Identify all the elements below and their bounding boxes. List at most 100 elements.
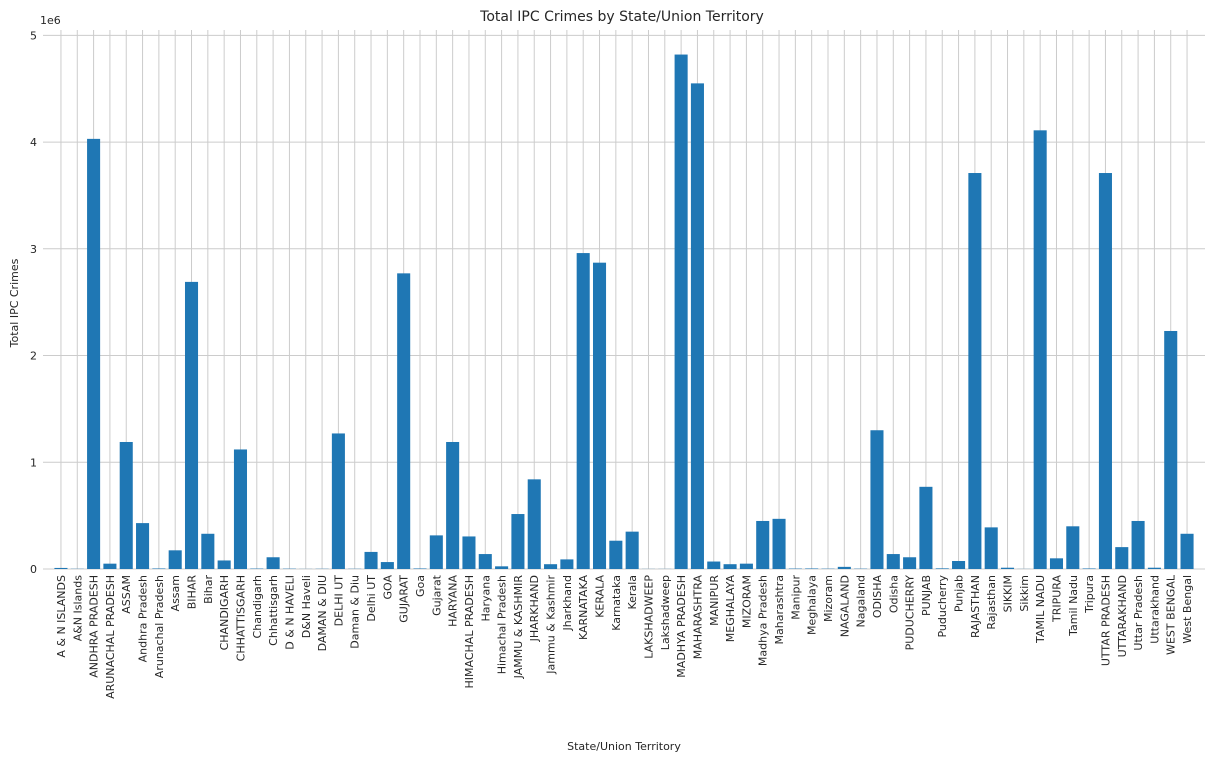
x-tick-label: ANDHRA PRADESH [88, 575, 101, 678]
bar [413, 568, 426, 569]
bar [152, 568, 165, 569]
x-tick-label: A&N Islands [71, 575, 84, 642]
bar [430, 535, 443, 569]
bar [267, 557, 280, 569]
x-tick-label: Meghalaya [806, 575, 819, 635]
x-tick-label: CHHATTISGARH [234, 575, 247, 661]
x-tick-label: Goa [414, 575, 427, 597]
x-tick-label: Delhi UT [365, 575, 378, 622]
x-tick-label: PUNJAB [920, 575, 933, 616]
y-tick-label: 1 [30, 456, 37, 469]
x-tick-label: A & N ISLANDS [55, 575, 68, 658]
x-tick-label: ODISHA [871, 575, 884, 619]
bar [1148, 568, 1161, 569]
x-tick-label: Puducherry [936, 575, 949, 638]
bar [985, 527, 998, 569]
bar [903, 557, 916, 569]
bar [952, 561, 965, 569]
y-tick-label: 5 [30, 29, 37, 42]
bar [479, 554, 492, 569]
x-tick-label: MADHYA PRADESH [675, 575, 688, 678]
x-tick-label: MEGHALAYA [724, 575, 737, 643]
y-tick-label: 2 [30, 350, 37, 363]
x-tick-label: HIMACHAL PRADESH [463, 575, 476, 688]
x-tick-label: Andhra Pradesh [137, 575, 150, 662]
bar [1050, 558, 1063, 569]
bar [1066, 526, 1079, 569]
x-tick-label: UTTARAKHAND [1116, 575, 1129, 657]
bar [773, 519, 786, 569]
bar [968, 173, 981, 569]
x-tick-label: CHANDIGARH [218, 575, 231, 650]
x-tick-label: Madhya Pradesh [757, 575, 770, 666]
bar [462, 536, 475, 569]
x-axis-label: State/Union Territory [567, 740, 681, 753]
bar [332, 433, 345, 569]
x-tick-label: Maharashtra [773, 575, 786, 645]
bar [691, 83, 704, 569]
bar [201, 534, 214, 569]
x-tick-label: Manipur [789, 575, 802, 620]
bar [528, 479, 541, 569]
x-tick-label: LAKSHADWEEP [642, 575, 655, 659]
bar [609, 541, 622, 569]
x-tick-label: Arunachal Pradesh [153, 575, 166, 678]
bar [1034, 130, 1047, 569]
grid-layer [43, 30, 1205, 569]
x-tick-label: JAMMU & KASHMIR [512, 575, 525, 680]
bar [103, 564, 116, 569]
x-tick-label: JHARKHAND [528, 575, 541, 642]
x-tick-label: Chhattisgarh [267, 575, 280, 646]
bar [87, 139, 100, 569]
bar [805, 568, 818, 569]
bar [675, 55, 688, 569]
y-axis-label: Total IPC Crimes [8, 258, 21, 348]
x-tick-label: Uttarakhand [1148, 575, 1161, 644]
bar [724, 564, 737, 569]
bar [218, 560, 231, 569]
x-tick-label: DAMAN & DIU [316, 575, 329, 651]
x-tick-label: GUJARAT [398, 575, 411, 623]
x-tick-label: Kerala [626, 575, 639, 610]
chart-title: Total IPC Crimes by State/Union Territor… [479, 9, 764, 25]
x-tick-label: Rajasthan [985, 575, 998, 630]
bar [185, 282, 198, 569]
x-tick-label: Tripura [1083, 575, 1096, 614]
bar [838, 567, 851, 569]
bar [136, 523, 149, 569]
x-tick-label: KERALA [594, 575, 607, 618]
x-tick-label: Chandigarh [251, 575, 264, 638]
x-tick-label: Jammu & Kashmir [545, 575, 558, 675]
y-tick-label: 3 [30, 243, 37, 256]
bar [740, 564, 753, 569]
x-tick-label: Sikkim [1018, 575, 1031, 612]
x-tick-label: TAMIL NADU [1034, 575, 1047, 644]
bar [936, 568, 949, 569]
x-tick-label: WEST BENGAL [1165, 574, 1178, 655]
x-tick-label: MAHARASHTRA [691, 575, 704, 660]
bar [1001, 568, 1014, 569]
x-tick-label: HARYANA [447, 575, 460, 627]
x-tick-label: Karnataka [610, 575, 623, 631]
x-tick-label: TRIPURA [1050, 575, 1063, 623]
y-tick-label: 0 [30, 563, 37, 576]
bar [1115, 547, 1128, 569]
x-tick-label: Haryana [479, 575, 492, 622]
bar [1132, 521, 1145, 569]
bar [1083, 568, 1096, 569]
bar-layer [54, 55, 1193, 569]
bar [381, 562, 394, 569]
bar [511, 514, 524, 569]
x-tick-label: PUDUCHERRY [904, 575, 917, 651]
bar [54, 568, 67, 569]
x-tick-label: Jharkhand [561, 575, 574, 632]
bar [1181, 534, 1194, 569]
x-tick-label: BIHAR [186, 575, 199, 610]
x-tick-label: MIZORAM [740, 575, 753, 628]
bar [169, 550, 182, 569]
x-tick-label: Daman & Diu [349, 575, 362, 649]
